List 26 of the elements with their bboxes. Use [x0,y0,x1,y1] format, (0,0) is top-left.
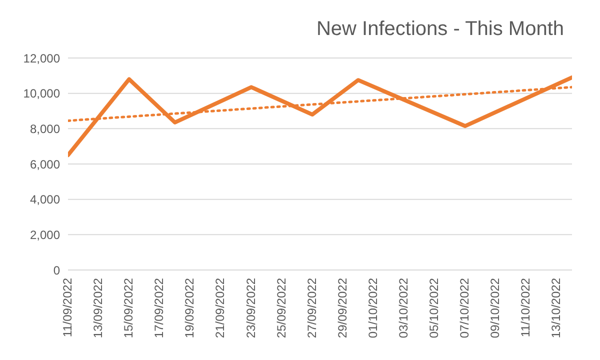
x-tick-label: 05/10/2022 [427,278,442,338]
y-tick-label: 2,000 [30,228,60,242]
x-tick-label: 07/10/2022 [458,278,472,338]
x-tick-label: 13/10/2022 [549,278,564,338]
x-tick-label: 23/09/2022 [244,278,258,338]
x-tick-label: 27/09/2022 [304,278,319,338]
y-tick-label: 10,000 [23,86,60,101]
y-tick-label: 0 [53,263,60,278]
x-tick-label: 21/09/2022 [213,278,228,338]
y-tick-label: 6,000 [30,157,60,172]
x-tick-label: 17/09/2022 [152,278,166,338]
x-tick-label: 11/09/2022 [60,278,75,338]
y-tick-label: 12,000 [23,51,60,66]
x-tick-label: 01/10/2022 [366,278,380,338]
x-tick-label: 19/09/2022 [182,278,197,338]
y-tick-label: 4,000 [30,192,60,207]
x-tick-label: 15/09/2022 [122,278,136,338]
x-tick-label: 29/09/2022 [335,278,350,338]
x-tick-label: 11/10/2022 [518,278,533,338]
x-tick-label: 03/10/2022 [396,278,411,338]
x-tick-label: 25/09/2022 [274,278,288,338]
chart-title: New Infections - This Month [316,18,564,41]
x-tick-label: 13/09/2022 [91,278,106,338]
line-series [68,75,572,158]
x-tick-label: 09/10/2022 [488,278,502,338]
y-tick-label: 8,000 [30,122,60,136]
